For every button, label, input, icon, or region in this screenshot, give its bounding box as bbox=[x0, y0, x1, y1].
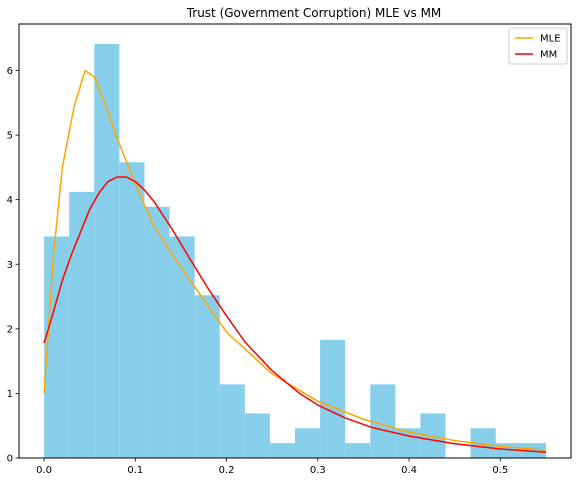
series-line-mle bbox=[43, 69, 546, 451]
histogram-bar bbox=[219, 384, 245, 458]
histogram-bar bbox=[69, 191, 95, 458]
fit-lines bbox=[43, 69, 546, 453]
histogram-bar bbox=[395, 428, 421, 458]
histogram-bar bbox=[320, 339, 346, 458]
histogram-bar bbox=[194, 295, 220, 458]
y-tick-label: 0 bbox=[7, 454, 13, 465]
histogram-bar bbox=[370, 384, 396, 458]
y-tick-label: 1 bbox=[7, 389, 13, 400]
histogram-bar bbox=[295, 428, 321, 458]
x-tick-label: 0.0 bbox=[36, 465, 52, 476]
legend-label: MM bbox=[540, 50, 557, 61]
x-tick-label: 0.5 bbox=[492, 465, 508, 476]
x-tick-label: 0.2 bbox=[219, 465, 235, 476]
y-axis: 0 1 2 3 4 5 6 bbox=[7, 66, 19, 465]
plot-frame bbox=[18, 23, 572, 459]
y-tick-label: 2 bbox=[7, 324, 13, 335]
histogram-bar bbox=[244, 413, 270, 458]
y-tick-label: 6 bbox=[7, 66, 13, 77]
x-axis: 0.0 0.1 0.2 0.3 0.4 0.5 bbox=[36, 458, 508, 476]
y-tick-label: 3 bbox=[7, 260, 13, 271]
histogram-bar bbox=[144, 206, 170, 458]
histogram-bar bbox=[94, 44, 120, 458]
histogram-bar bbox=[119, 162, 145, 459]
histogram-bar bbox=[345, 443, 371, 458]
histogram-bar bbox=[269, 443, 295, 458]
legend-label: MLE bbox=[540, 34, 561, 45]
y-tick-label: 5 bbox=[7, 131, 13, 142]
legend-box bbox=[508, 27, 568, 65]
x-tick-label: 0.1 bbox=[127, 465, 143, 476]
chart-title: Trust (Government Corruption) MLE vs MM bbox=[186, 6, 442, 20]
series-line-mm bbox=[43, 176, 546, 453]
histogram-bar bbox=[169, 236, 195, 458]
x-tick-label: 0.3 bbox=[310, 465, 326, 476]
legend: MLE MM bbox=[508, 27, 568, 65]
x-tick-label: 0.4 bbox=[401, 465, 417, 476]
y-tick-label: 4 bbox=[7, 195, 13, 206]
